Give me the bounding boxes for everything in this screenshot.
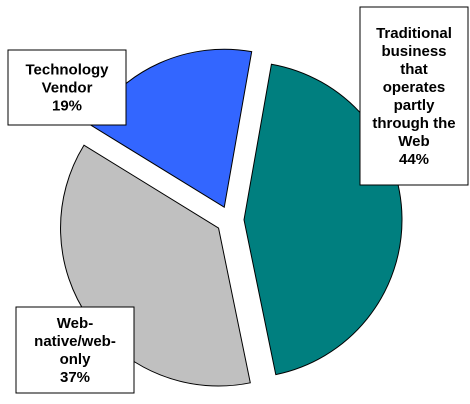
slice-label-box-traditional bbox=[359, 6, 469, 186]
slice-label-line: native/web- bbox=[34, 333, 116, 350]
slice-label-box-webnative bbox=[15, 306, 135, 394]
slice-label-line: through the bbox=[372, 115, 455, 132]
slice-label-line: 37% bbox=[60, 369, 90, 386]
slice-label-line: 19% bbox=[52, 98, 82, 115]
slice-label-box-techvendor bbox=[7, 49, 127, 126]
slice-label-line: partly bbox=[394, 97, 436, 114]
slice-label-line: operates bbox=[383, 79, 446, 96]
slice-label-line: 44% bbox=[399, 151, 429, 168]
slice-label-line: that bbox=[400, 61, 428, 78]
slice-label-line: Vendor bbox=[42, 80, 93, 97]
labels-layer: Traditionalbusinessthatoperatespartlythr… bbox=[7, 6, 469, 394]
slice-label-line: Web- bbox=[57, 315, 93, 332]
slice-label-line: Technology bbox=[25, 62, 109, 79]
slice-label-traditional: Traditionalbusinessthatoperatespartlythr… bbox=[359, 6, 469, 186]
slice-label-line: business bbox=[381, 43, 446, 60]
slice-label-line: Web bbox=[398, 133, 429, 150]
slice-label-line: Traditional bbox=[376, 25, 452, 42]
slice-label-line: only bbox=[60, 351, 91, 368]
